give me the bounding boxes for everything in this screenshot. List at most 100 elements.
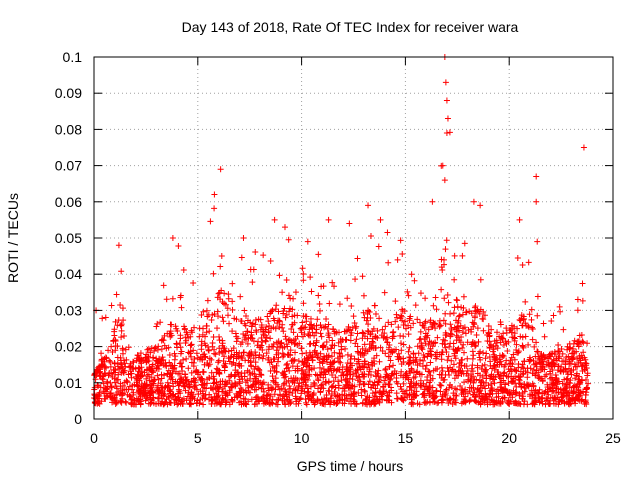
data-point	[392, 318, 399, 325]
data-point	[332, 374, 339, 381]
data-point	[482, 385, 489, 392]
data-point	[481, 312, 488, 319]
data-point	[394, 353, 401, 360]
data-point	[474, 325, 481, 332]
data-point	[534, 238, 541, 245]
data-point	[175, 386, 182, 393]
data-point	[181, 326, 188, 333]
data-point	[253, 327, 260, 334]
data-point	[519, 261, 526, 268]
chart-title: Day 143 of 2018, Rate Of TEC Index for r…	[182, 19, 519, 35]
data-point	[220, 318, 227, 325]
x-axis-label: GPS time / hours	[297, 458, 404, 474]
data-point	[461, 379, 468, 386]
data-point	[344, 351, 351, 358]
data-point	[323, 316, 330, 323]
data-point	[287, 385, 294, 392]
data-point	[451, 350, 458, 357]
data-point	[353, 323, 360, 330]
data-point	[388, 372, 395, 379]
data-point	[406, 344, 413, 351]
axis-ticks: 0 0.01 0.02 0.03 0.04 0.05 0.06 0.07 0.08 0.09 0.1…	[55, 49, 621, 446]
data-point	[124, 378, 131, 385]
data-point	[425, 326, 432, 333]
data-point	[300, 300, 307, 307]
data-point	[378, 332, 385, 339]
data-point	[179, 363, 186, 370]
data-point	[107, 358, 114, 365]
data-point	[325, 366, 332, 373]
data-point	[249, 279, 256, 286]
data-point	[442, 320, 449, 327]
data-point	[372, 373, 379, 380]
data-point	[529, 370, 536, 377]
data-point	[469, 362, 476, 369]
data-point	[279, 350, 286, 357]
data-point	[259, 394, 266, 401]
data-point	[347, 337, 354, 344]
data-point	[206, 328, 213, 335]
data-point	[143, 383, 150, 390]
data-point	[246, 369, 253, 376]
data-point	[315, 251, 322, 258]
data-point	[582, 391, 589, 398]
data-point	[300, 271, 307, 278]
data-point	[180, 383, 187, 390]
data-point	[551, 382, 558, 389]
data-point	[168, 363, 175, 370]
data-point	[96, 400, 103, 407]
data-point	[371, 355, 378, 362]
data-point	[576, 392, 583, 399]
data-point	[112, 318, 119, 325]
data-point	[254, 342, 261, 349]
data-point	[367, 331, 374, 338]
data-point	[577, 359, 584, 366]
data-point	[310, 391, 317, 398]
data-point	[236, 389, 243, 396]
data-point	[187, 400, 194, 407]
data-point	[112, 396, 119, 403]
data-point	[117, 322, 124, 329]
data-point	[146, 364, 153, 371]
data-point	[167, 399, 174, 406]
data-point	[463, 309, 470, 316]
data-point	[222, 348, 229, 355]
data-point	[201, 354, 208, 361]
data-point	[299, 367, 306, 374]
data-point	[399, 250, 406, 257]
data-point	[313, 322, 320, 329]
data-point	[217, 381, 224, 388]
data-point	[309, 357, 316, 364]
data-point	[328, 391, 335, 398]
data-point	[437, 382, 444, 389]
data-point	[203, 322, 210, 329]
data-point	[555, 363, 562, 370]
data-point	[158, 371, 165, 378]
data-point	[562, 381, 569, 388]
data-point	[318, 368, 325, 375]
data-point	[389, 349, 396, 356]
data-point	[311, 365, 318, 372]
data-point	[358, 392, 365, 399]
data-point	[528, 316, 535, 323]
y-tick-label: 0	[74, 411, 82, 427]
data-point	[94, 397, 101, 404]
data-point	[208, 356, 215, 363]
data-point	[333, 329, 340, 336]
data-point	[503, 373, 510, 380]
data-point	[567, 344, 574, 351]
data-point	[428, 352, 435, 359]
data-point	[522, 368, 529, 375]
data-point	[515, 400, 522, 407]
data-point	[497, 358, 504, 365]
data-point	[206, 361, 213, 368]
data-point	[414, 343, 421, 350]
data-point	[426, 338, 433, 345]
data-point	[478, 365, 485, 372]
data-point	[127, 360, 134, 367]
data-point	[196, 400, 203, 407]
data-point	[500, 342, 507, 349]
data-point	[541, 373, 548, 380]
data-point	[294, 363, 301, 370]
data-point	[161, 391, 168, 398]
